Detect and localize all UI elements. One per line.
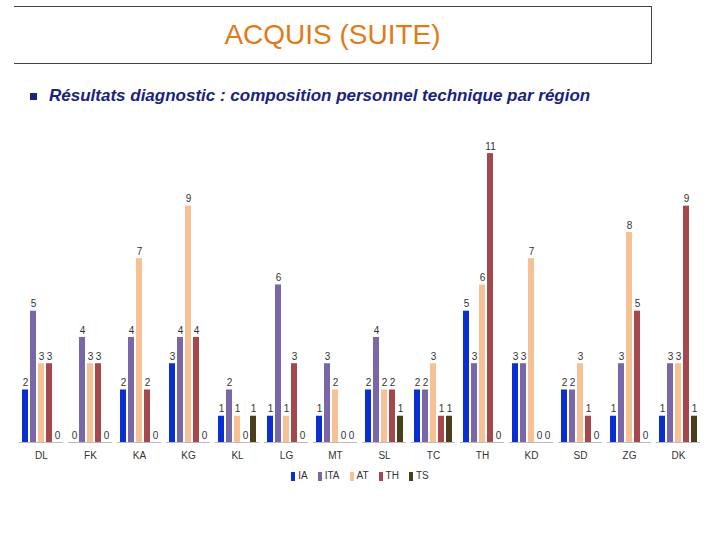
svg-text:7: 7 xyxy=(529,246,535,257)
svg-text:KD: KD xyxy=(525,450,539,461)
svg-text:2: 2 xyxy=(333,377,339,388)
svg-text:ZG: ZG xyxy=(623,450,637,461)
svg-text:0: 0 xyxy=(104,430,110,441)
html-text:IA: IA xyxy=(298,470,308,481)
svg-text:3: 3 xyxy=(619,351,625,362)
svg-text:7: 7 xyxy=(137,246,143,257)
svg-text:8: 8 xyxy=(627,220,633,231)
svg-text:11: 11 xyxy=(485,141,496,152)
svg-text:0: 0 xyxy=(594,430,600,441)
svg-text:1: 1 xyxy=(611,403,617,414)
svg-text:4: 4 xyxy=(80,325,86,336)
svg-text:5: 5 xyxy=(31,298,37,309)
svg-text:4: 4 xyxy=(129,325,135,336)
svg-text:3: 3 xyxy=(521,351,527,362)
svg-text:SD: SD xyxy=(574,450,588,461)
svg-text:2: 2 xyxy=(23,377,29,388)
svg-text:3: 3 xyxy=(513,351,519,362)
svg-text:1: 1 xyxy=(317,403,323,414)
svg-text:KG: KG xyxy=(181,450,196,461)
svg-text:0: 0 xyxy=(341,430,347,441)
svg-text:3: 3 xyxy=(47,351,53,362)
svg-text:0: 0 xyxy=(153,430,159,441)
svg-text:2: 2 xyxy=(366,377,372,388)
svg-text:2: 2 xyxy=(562,377,568,388)
svg-text:2: 2 xyxy=(227,377,233,388)
svg-text:3: 3 xyxy=(88,351,94,362)
svg-text:2: 2 xyxy=(415,377,421,388)
svg-text:0: 0 xyxy=(545,430,551,441)
svg-text:DL: DL xyxy=(35,450,48,461)
svg-text:1: 1 xyxy=(284,403,290,414)
html-text:ACQUIS (SUITE): ACQUIS (SUITE) xyxy=(224,19,441,50)
svg-text:FK: FK xyxy=(84,450,97,461)
svg-text:2: 2 xyxy=(145,377,151,388)
svg-text:0: 0 xyxy=(202,430,208,441)
svg-text:2: 2 xyxy=(121,377,127,388)
svg-text:4: 4 xyxy=(194,325,200,336)
svg-text:2: 2 xyxy=(423,377,429,388)
svg-text:3: 3 xyxy=(676,351,682,362)
svg-text:1: 1 xyxy=(219,403,225,414)
svg-text:1: 1 xyxy=(439,403,445,414)
svg-text:3: 3 xyxy=(292,351,298,362)
svg-text:DK: DK xyxy=(672,450,686,461)
svg-text:2: 2 xyxy=(390,377,396,388)
html-text:AT: AT xyxy=(356,470,369,481)
svg-text:1: 1 xyxy=(268,403,274,414)
svg-text:1: 1 xyxy=(447,403,453,414)
svg-text:9: 9 xyxy=(186,193,192,204)
svg-text:6: 6 xyxy=(480,272,486,283)
svg-text:0: 0 xyxy=(643,430,649,441)
svg-text:3: 3 xyxy=(325,351,331,362)
svg-text:SL: SL xyxy=(378,450,391,461)
svg-text:1: 1 xyxy=(660,403,666,414)
svg-text:3: 3 xyxy=(39,351,45,362)
svg-text:3: 3 xyxy=(96,351,102,362)
svg-text:TH: TH xyxy=(476,450,489,461)
svg-text:1: 1 xyxy=(235,403,241,414)
svg-text:0: 0 xyxy=(496,430,502,441)
svg-text:9: 9 xyxy=(684,193,690,204)
svg-text:3: 3 xyxy=(668,351,674,362)
svg-text:0: 0 xyxy=(243,430,249,441)
html-text:ITA: ITA xyxy=(324,470,340,481)
svg-text:0: 0 xyxy=(349,430,355,441)
svg-text:3: 3 xyxy=(578,351,584,362)
svg-text:6: 6 xyxy=(276,272,282,283)
svg-text:KA: KA xyxy=(133,450,147,461)
svg-text:2: 2 xyxy=(382,377,388,388)
svg-text:0: 0 xyxy=(300,430,306,441)
svg-text:2: 2 xyxy=(570,377,576,388)
svg-text:3: 3 xyxy=(431,351,437,362)
svg-text:LG: LG xyxy=(280,450,294,461)
svg-text:3: 3 xyxy=(472,351,478,362)
svg-text:1: 1 xyxy=(251,403,257,414)
svg-text:5: 5 xyxy=(464,298,470,309)
svg-text:0: 0 xyxy=(537,430,543,441)
html-text:TH: TH xyxy=(385,470,399,481)
svg-text:1: 1 xyxy=(398,403,404,414)
svg-text:TC: TC xyxy=(427,450,440,461)
html-text:Résultats diagnostic : composi: Résultats diagnostic : composition perso… xyxy=(49,86,591,105)
svg-text:3: 3 xyxy=(170,351,176,362)
svg-text:MT: MT xyxy=(328,450,342,461)
svg-text:1: 1 xyxy=(586,403,592,414)
svg-text:0: 0 xyxy=(55,430,61,441)
svg-text:KL: KL xyxy=(231,450,244,461)
svg-text:1: 1 xyxy=(692,403,698,414)
svg-text:4: 4 xyxy=(374,325,380,336)
html-text:TS: TS xyxy=(415,470,429,481)
svg-text:5: 5 xyxy=(635,298,641,309)
svg-text:0: 0 xyxy=(72,430,78,441)
svg-text:4: 4 xyxy=(178,325,184,336)
